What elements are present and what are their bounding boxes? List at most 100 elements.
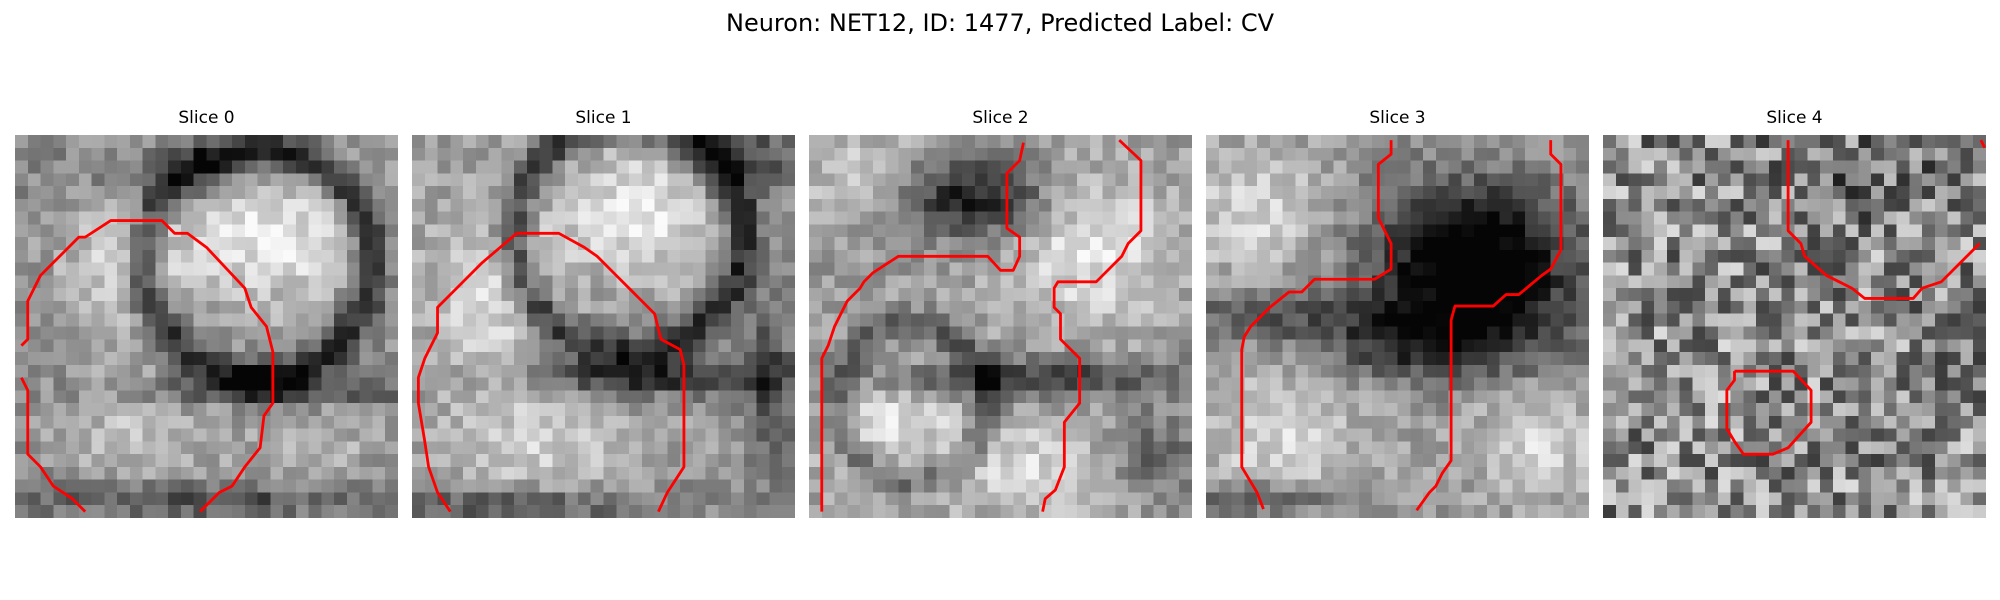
pixel	[1820, 326, 1834, 340]
pixel	[821, 275, 835, 289]
pixel	[743, 377, 757, 391]
pixel	[641, 275, 655, 289]
pixel	[27, 237, 41, 251]
pixel	[142, 288, 156, 302]
pixel	[1730, 211, 1744, 225]
pixel	[1871, 173, 1885, 187]
pixel	[15, 288, 29, 302]
pixel	[705, 300, 719, 314]
pixel	[1038, 403, 1052, 417]
pixel	[1947, 492, 1961, 506]
pixel	[1320, 492, 1334, 506]
pixel	[847, 415, 861, 429]
pixel	[680, 492, 694, 506]
pixel	[1654, 403, 1668, 417]
pixel	[1359, 135, 1373, 149]
pixel	[475, 160, 489, 174]
pixel	[488, 479, 502, 493]
pixel	[1128, 390, 1142, 404]
pixel	[1641, 147, 1655, 161]
pixel	[514, 403, 528, 417]
pixel	[526, 173, 540, 187]
pixel	[1512, 339, 1526, 353]
pixel	[270, 313, 284, 327]
pixel	[1153, 466, 1167, 480]
pixel	[731, 135, 745, 149]
pixel	[987, 492, 1001, 506]
pixel	[66, 390, 80, 404]
pixel	[1909, 454, 1923, 468]
pixel	[987, 428, 1001, 442]
pixel	[872, 454, 886, 468]
pixel	[1807, 339, 1821, 353]
pixel	[911, 186, 925, 200]
pixel	[372, 262, 386, 276]
pixel	[1947, 479, 1961, 493]
pixel	[1871, 364, 1885, 378]
pixel	[1922, 211, 1936, 225]
pixel	[15, 403, 29, 417]
pixel	[1666, 262, 1680, 276]
pixel	[769, 441, 783, 455]
pixel	[488, 505, 502, 518]
pixel	[1883, 466, 1897, 480]
pixel	[244, 186, 258, 200]
pixel	[911, 288, 925, 302]
pixel	[1461, 147, 1475, 161]
pixel	[1410, 339, 1424, 353]
pixel	[1858, 224, 1872, 238]
pixel	[180, 198, 194, 212]
pixel	[1410, 198, 1424, 212]
pixel	[1794, 352, 1808, 366]
pixel	[1654, 441, 1668, 455]
pixel	[1794, 454, 1808, 468]
pixel	[769, 300, 783, 314]
pixel	[1922, 237, 1936, 251]
pixel	[412, 492, 426, 506]
pixel	[590, 352, 604, 366]
pixel	[616, 415, 630, 429]
pixel	[270, 505, 284, 518]
pixel	[501, 339, 515, 353]
pixel	[475, 479, 489, 493]
pixel	[424, 300, 438, 314]
pixel	[1115, 441, 1129, 455]
pixel	[1973, 224, 1986, 238]
pixel	[809, 492, 823, 506]
pixel	[1140, 339, 1154, 353]
pixel	[962, 441, 976, 455]
pixel	[1756, 147, 1770, 161]
pixel	[1140, 160, 1154, 174]
pixel	[475, 415, 489, 429]
pixel	[53, 288, 67, 302]
pixel	[1922, 262, 1936, 276]
pixel	[129, 211, 143, 225]
figure-title: Neuron: NET12, ID: 1477, Predicted Label…	[726, 9, 1274, 37]
pixel	[1051, 441, 1065, 455]
pixel	[603, 403, 617, 417]
slice-image	[15, 135, 398, 518]
pixel	[346, 300, 360, 314]
pixel	[539, 377, 553, 391]
pixel	[488, 211, 502, 225]
pixel	[974, 339, 988, 353]
pixel	[680, 454, 694, 468]
pixel	[1077, 160, 1091, 174]
pixel	[66, 428, 80, 442]
pixel	[1679, 403, 1693, 417]
pixel	[359, 198, 373, 212]
pixel	[1359, 249, 1373, 263]
pixel	[1153, 160, 1167, 174]
pixel	[987, 288, 1001, 302]
pixel	[1308, 428, 1322, 442]
pixel	[1461, 249, 1475, 263]
pixel	[654, 377, 668, 391]
pixel	[872, 505, 886, 518]
pixel	[603, 352, 617, 366]
pixel	[1218, 403, 1232, 417]
pixel	[1282, 377, 1296, 391]
pixel	[1128, 288, 1142, 302]
pixel	[501, 492, 515, 506]
pixel	[257, 364, 271, 378]
pixel	[667, 390, 681, 404]
